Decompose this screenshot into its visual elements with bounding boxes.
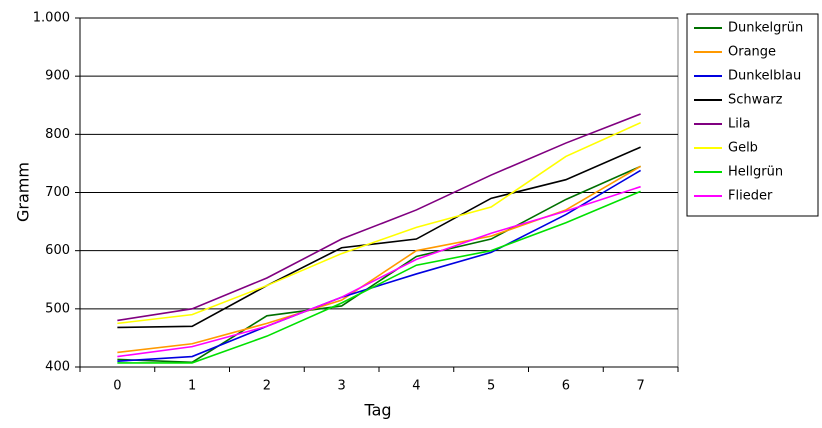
legend-label: Flieder [728,189,773,204]
series-line [117,165,641,364]
x-tick-label: 3 [337,379,345,394]
series-line [117,121,641,325]
legend-label: Lila [728,117,750,132]
y-tick-label: 600 [45,243,70,258]
y-tick-label: 500 [45,301,70,316]
x-tick-label: 0 [113,379,121,394]
y-tick-label: 800 [45,127,70,142]
x-axis-title: Tag [363,401,391,420]
series-line [117,185,641,358]
legend-label: Dunkelgrün [728,21,803,36]
series-line [117,146,641,329]
legend-label: Schwarz [728,93,783,108]
x-tick-label: 4 [412,379,420,394]
legend-label: Gelb [728,141,758,156]
legend-label: Hellgrün [728,165,783,180]
x-tick-label: 6 [562,379,570,394]
x-tick-label: 5 [487,379,495,394]
series-line [117,190,641,364]
legend-label: Orange [728,45,776,60]
legend [686,13,819,217]
y-tick-label: 1.000 [33,11,70,26]
y-tick-label: 700 [45,185,70,200]
y-tick-label: 900 [45,69,70,84]
x-tick-label: 7 [636,379,644,394]
y-tick-label: 400 [45,360,70,375]
legend-label: Dunkelblau [728,69,801,84]
x-tick-label: 1 [188,379,196,394]
y-axis-title: Gramm [14,162,33,222]
series-line [117,113,641,322]
x-tick-label: 2 [263,379,271,394]
series-line [117,169,642,362]
